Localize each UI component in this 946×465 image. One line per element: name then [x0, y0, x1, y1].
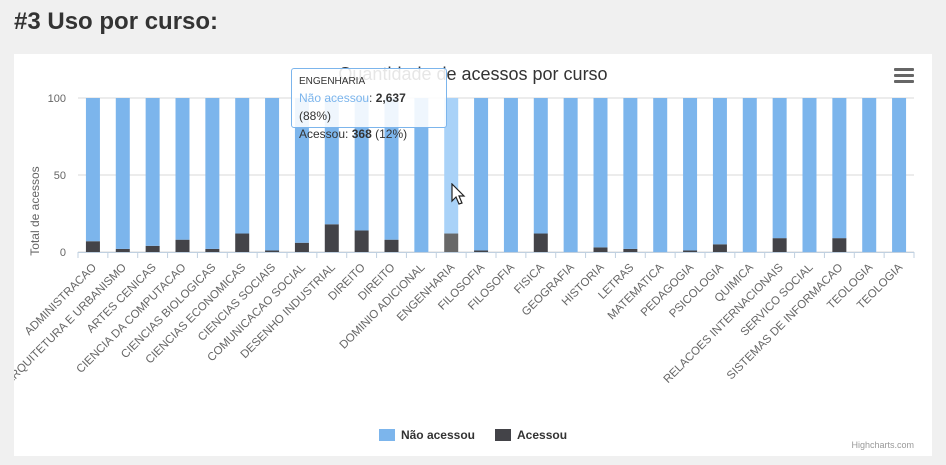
bar-nao-acessou	[623, 98, 638, 249]
chart-legend: Não acessou Acessou	[14, 428, 932, 442]
bar-nao-acessou	[683, 98, 698, 251]
tooltip-category: ENGENHARIA	[299, 76, 366, 87]
bar-acessou	[832, 238, 847, 252]
bar-nao-acessou	[712, 98, 727, 245]
bar-nao-acessou	[384, 98, 399, 240]
bar-acessou	[712, 244, 727, 252]
tooltip-colon: :	[369, 91, 373, 105]
bar-acessou	[294, 242, 309, 252]
bar-nao-acessou	[444, 98, 459, 234]
page-title: #3 Uso por curso:	[14, 8, 219, 35]
bar-acessou	[444, 233, 459, 252]
bar-acessou	[324, 224, 339, 252]
bar-acessou	[772, 238, 787, 252]
bar-acessou	[115, 248, 130, 252]
bar-acessou	[533, 233, 548, 252]
bar-nao-acessou	[503, 98, 518, 252]
bar-nao-acessou	[653, 98, 668, 252]
bar-nao-acessou	[533, 98, 548, 234]
bar-acessou	[145, 245, 160, 252]
bar-acessou	[593, 247, 608, 252]
tooltip-percent: (12%)	[375, 127, 408, 141]
legend-label-acessou: Acessou	[517, 428, 568, 442]
bar-nao-acessou	[742, 98, 757, 252]
x-tick-label: CIENCIA DA COMPUTACAO	[75, 262, 189, 376]
bar-acessou	[85, 241, 100, 252]
bar-nao-acessou	[414, 98, 429, 252]
mouse-pointer-icon	[451, 183, 466, 205]
bar-acessou	[384, 239, 399, 252]
bar-acessou	[623, 248, 638, 252]
bar-acessou	[235, 233, 250, 252]
bar-nao-acessou	[115, 98, 130, 249]
bar-nao-acessou	[772, 98, 787, 239]
bar-nao-acessou	[832, 98, 847, 239]
bar-nao-acessou	[593, 98, 608, 248]
bar-nao-acessou	[175, 98, 190, 240]
bar-nao-acessou	[862, 98, 877, 252]
bar-nao-acessou	[235, 98, 250, 234]
y-tick-label: 50	[54, 170, 66, 182]
bar-nao-acessou	[294, 98, 309, 243]
bar-nao-acessou	[892, 98, 907, 252]
chart-panel: Quantidade de acessos por curso Total de…	[14, 54, 932, 456]
chart-tooltip: ENGENHARIA Não acessou: 2,637 (88%) Aces…	[291, 68, 447, 141]
tooltip-line-acessou: Acessou: 368 (12%)	[299, 125, 439, 143]
tooltip-line-nao-acessou: Não acessou: 2,637 (88%)	[299, 89, 439, 125]
bar-acessou	[175, 239, 190, 252]
credits-link[interactable]: Highcharts.com	[851, 440, 914, 450]
legend-swatch-acessou	[495, 429, 511, 441]
tooltip-value: 368	[351, 127, 372, 141]
bar-nao-acessou	[474, 98, 489, 251]
y-tick-label: 0	[60, 247, 66, 259]
tooltip-colon: :	[345, 127, 349, 141]
bar-nao-acessou	[205, 98, 220, 249]
x-tick-label: GEOGRAFIA	[520, 261, 577, 318]
tooltip-value: 2,637	[375, 91, 406, 105]
y-tick-label: 100	[48, 93, 66, 105]
tooltip-series-name: Acessou	[299, 127, 346, 141]
legend-label-nao-acessou: Não acessou	[400, 428, 475, 442]
bar-nao-acessou	[324, 98, 339, 225]
bar-nao-acessou	[145, 98, 160, 246]
tooltip-percent: (88%)	[299, 109, 332, 123]
bar-nao-acessou	[563, 98, 578, 252]
legend-swatch-nao-acessou	[378, 429, 395, 441]
bar-nao-acessou	[802, 98, 817, 252]
bar-acessou	[474, 250, 489, 252]
bar-nao-acessou	[354, 98, 369, 231]
bar-acessou	[683, 250, 698, 252]
legend-item-acessou[interactable]: Acessou	[495, 428, 567, 442]
hamburger-menu-icon[interactable]	[894, 68, 914, 84]
tooltip-series-name: Não acessou	[299, 91, 370, 105]
bar-acessou	[205, 248, 220, 252]
bar-nao-acessou	[85, 98, 100, 242]
bar-acessou	[265, 250, 280, 252]
bar-nao-acessou	[265, 98, 280, 251]
bar-acessou	[354, 230, 369, 252]
legend-item-nao-acessou[interactable]: Não acessou	[378, 428, 475, 442]
